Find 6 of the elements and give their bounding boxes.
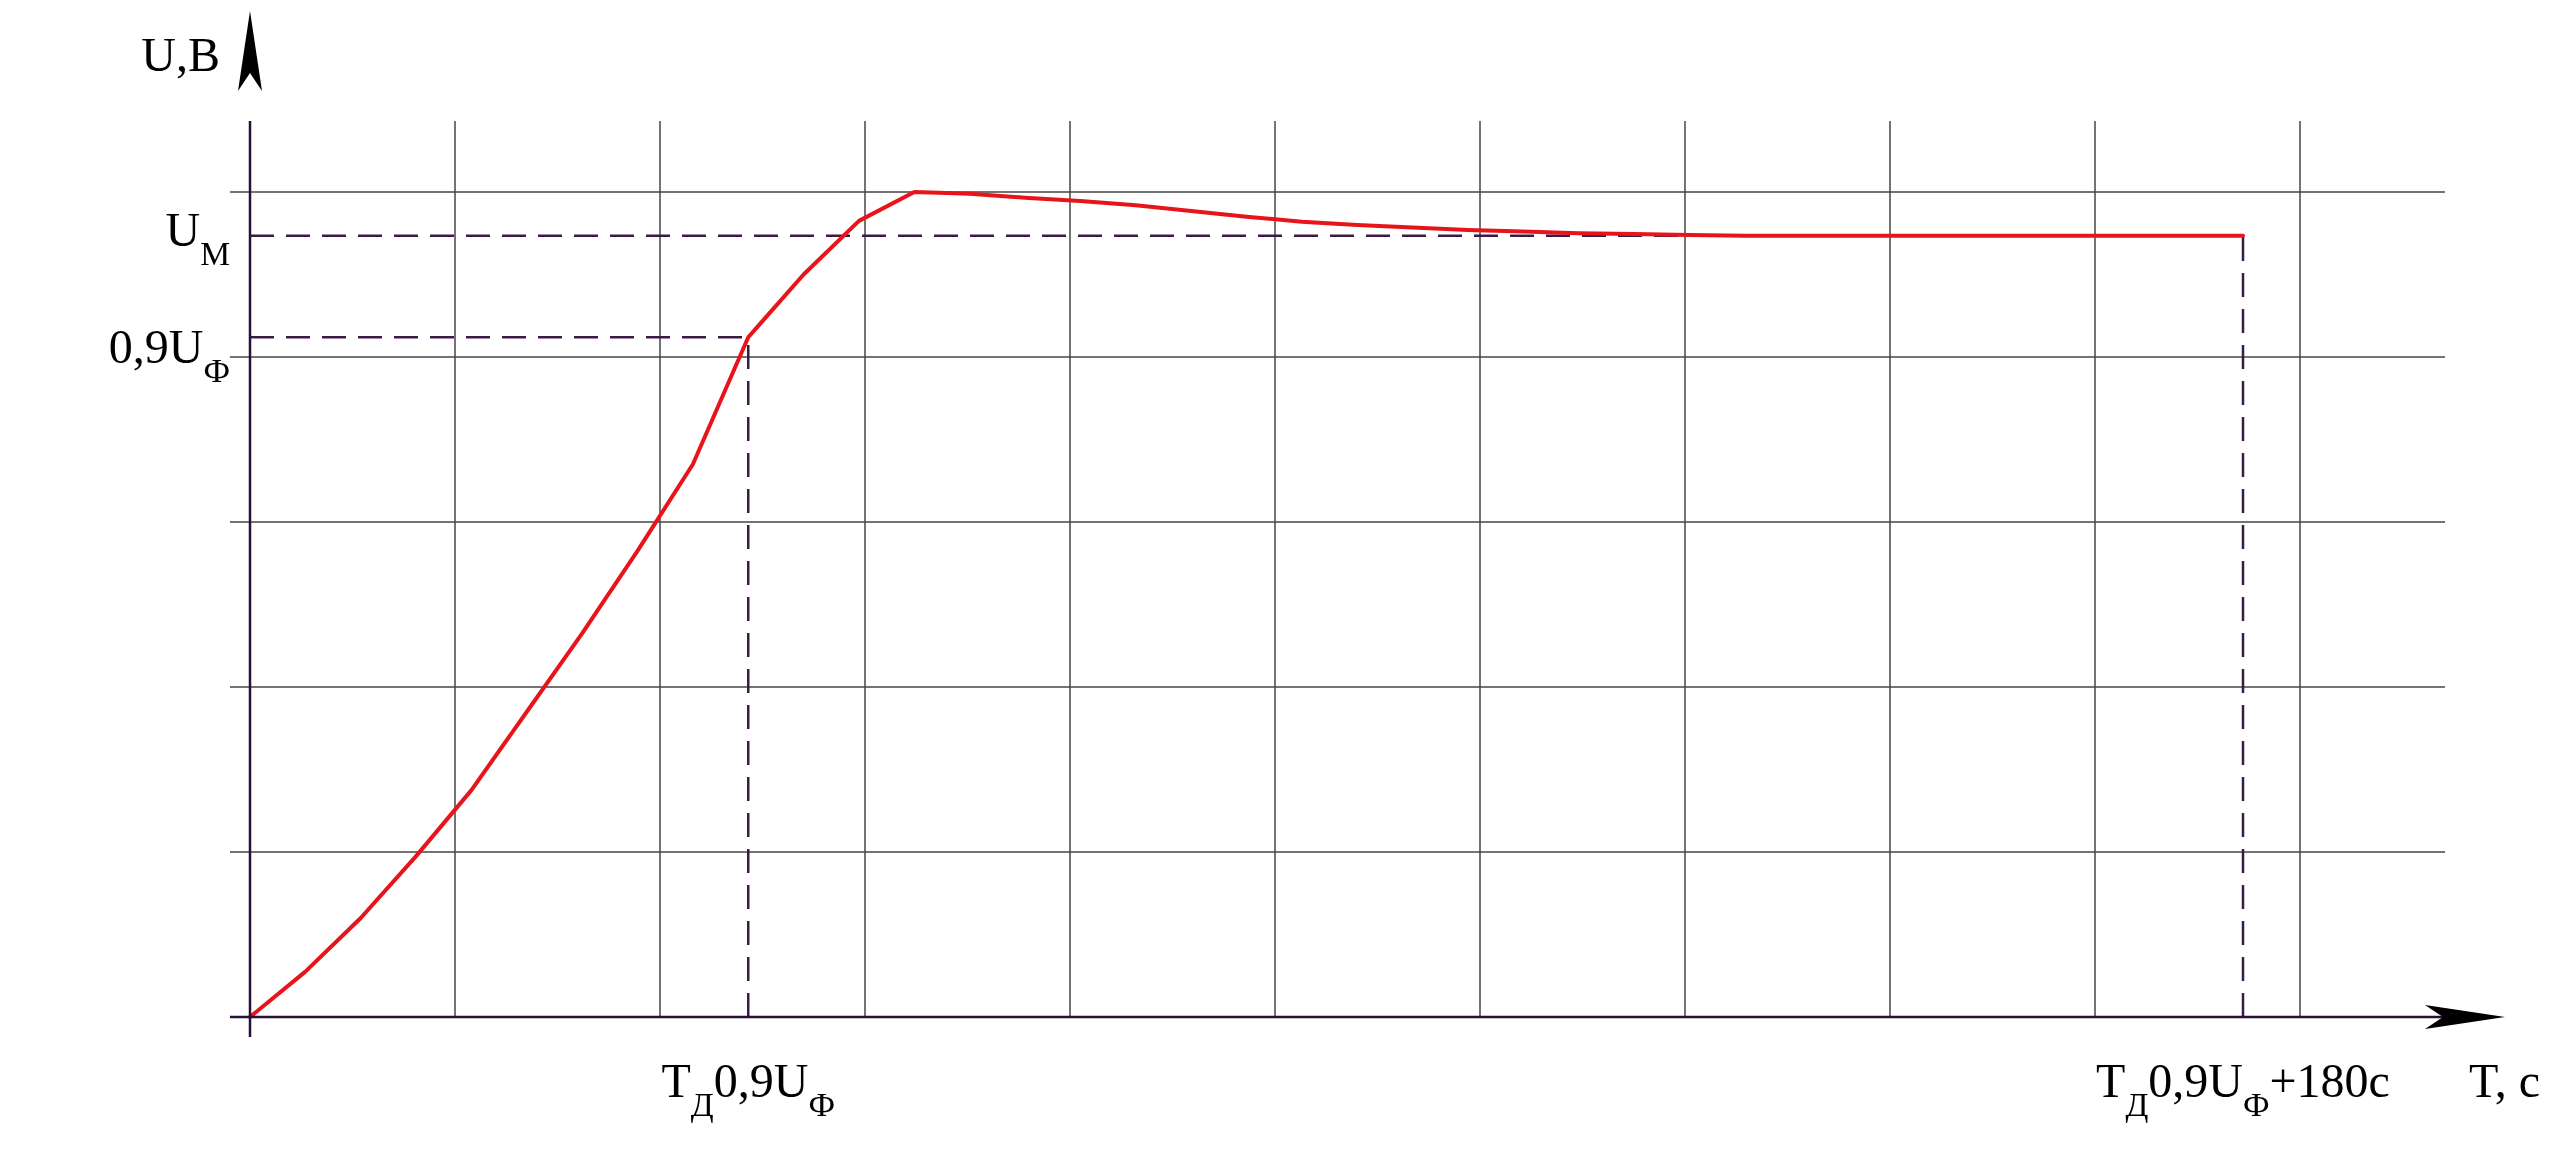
- x-tick-label: T$_{Д}$0,9U$_{Ф}$: [661, 1054, 835, 1123]
- ref-line-label: 0,9U$_{Ф}$: [108, 320, 230, 389]
- ref-line-label: U$_{М}$: [165, 202, 230, 272]
- y-axis-title: U,В: [141, 28, 220, 81]
- x-axis-title: T, с: [2468, 1054, 2540, 1107]
- x-tick-label: T$_{Д}$0,9U$_{Ф}$+180с: [2096, 1054, 2390, 1123]
